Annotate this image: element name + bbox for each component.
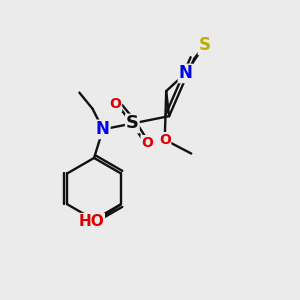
Text: HO: HO	[79, 214, 104, 229]
Text: S: S	[126, 115, 139, 133]
Text: O: O	[110, 98, 122, 111]
Text: N: N	[178, 64, 192, 82]
Text: O: O	[141, 136, 153, 150]
Text: N: N	[96, 120, 110, 138]
Text: O: O	[159, 133, 171, 147]
Text: S: S	[199, 37, 211, 55]
